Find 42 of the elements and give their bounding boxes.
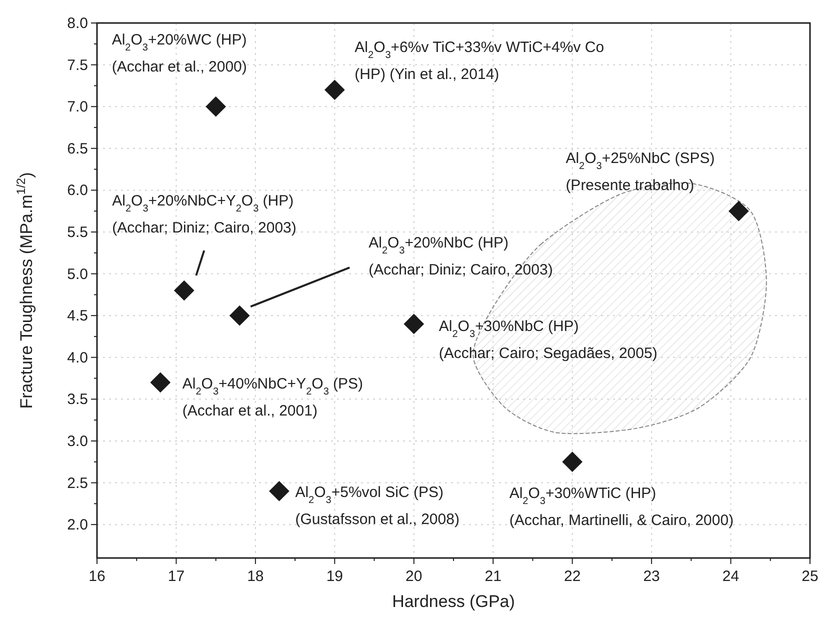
x-tick-label: 21 bbox=[484, 568, 502, 585]
text: Al$_{2}$O$_{3}$+40%NbC+Y$_{2}$O$_{3}$ (PS) (Acchar et al., 2001) bbox=[182, 375, 364, 420]
point bbox=[174, 280, 194, 301]
y-tick-label: 6.0 bbox=[67, 182, 88, 200]
y-tick-label: 4.5 bbox=[67, 308, 88, 325]
y-tick-label: 7.0 bbox=[67, 98, 88, 116]
x-tick-label: 17 bbox=[168, 568, 185, 585]
point bbox=[150, 372, 171, 393]
x-tick-label: 24 bbox=[722, 568, 740, 585]
y-tick-label: 5.5 bbox=[67, 224, 88, 241]
annotation: Al$_{2}$O$_{3}$+20%WC (HP) (Acchar et al., 2000) bbox=[112, 32, 247, 76]
y-tick-label: 3.0 bbox=[67, 432, 88, 450]
annotation: Al$_{2}$O$_{3}$+25%NbC (SPS) (Presente trabalho) bbox=[566, 150, 715, 194]
y-tick-label: 5.0 bbox=[67, 266, 88, 283]
point bbox=[404, 314, 424, 334]
point bbox=[269, 480, 290, 502]
x-tick-label: 25 bbox=[802, 568, 818, 585]
y-tick-label: 4.0 bbox=[67, 349, 88, 366]
annotation: Al$_{2}$O$_{3}$+30%NbC (HP) (Acchar; Cairo; Segadães, 2005) bbox=[438, 318, 658, 362]
x-tick-label: 22 bbox=[564, 568, 581, 585]
y-tick-label: 8.0 bbox=[67, 15, 88, 32]
x-axis-title: Hardness (GPa) bbox=[392, 592, 515, 611]
y-tick-label: 6.5 bbox=[67, 140, 88, 158]
x-tick-label: 19 bbox=[326, 568, 344, 585]
x-tick-label: 16 bbox=[88, 568, 106, 585]
text: Al$_{2}$O$_{3}$+20%NbC+Y$_{2}$O$_{3}$ (HP) (Acchar; Diniz; Cairo, 2003) bbox=[112, 192, 296, 236]
x-tick-label: 23 bbox=[643, 568, 660, 585]
y-tick-label: 7.5 bbox=[67, 56, 88, 74]
point bbox=[206, 96, 226, 117]
point bbox=[728, 200, 749, 222]
annotation: Al$_{2}$O$_{3}$+5%vol SiC (PS) (Gustafsson et al., 2008) bbox=[295, 484, 460, 528]
annotation: Al$_{2}$O$_{3}$+30%WTiC (HP) (Acchar, Martinelli, & Cairo, 2000) bbox=[509, 484, 734, 529]
y-tick-label: 2.5 bbox=[67, 474, 88, 492]
annotation: Al$_{2}$O$_{3}$+6%v TiC+33%v WTiC+4%v Co (HP) (Yin et al., 2014) bbox=[354, 38, 604, 83]
annotation: Al$_{2}$O$_{3}$+20%NbC (HP) (Acchar; Diniz; Cairo, 2003) bbox=[368, 234, 553, 279]
y-tick-label: 2.0 bbox=[67, 516, 88, 534]
point bbox=[324, 80, 345, 100]
y-tick-label: 3.5 bbox=[67, 391, 88, 408]
x-tick-label: 20 bbox=[406, 568, 422, 585]
point bbox=[229, 305, 250, 326]
point bbox=[562, 452, 583, 472]
x-tick-label: 18 bbox=[247, 568, 264, 585]
